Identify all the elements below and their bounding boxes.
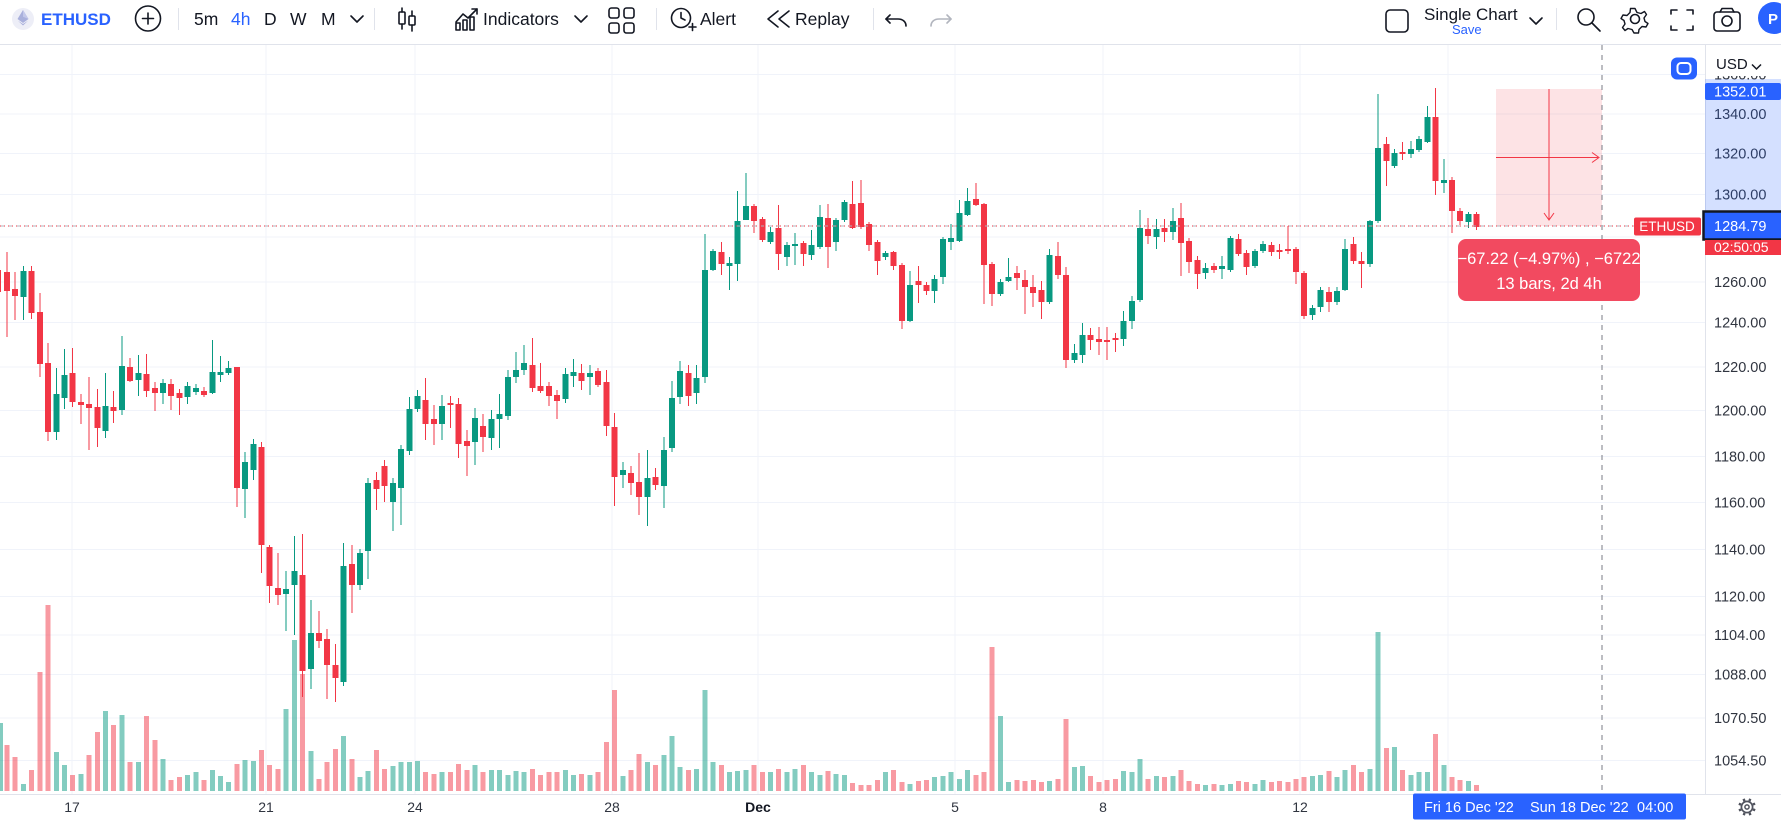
svg-text:ETHUSD: ETHUSD [41, 10, 111, 29]
svg-text:M: M [321, 9, 336, 29]
svg-text:4h: 4h [231, 9, 250, 29]
svg-text:1140.00: 1140.00 [1714, 543, 1765, 559]
svg-text:1284.79: 1284.79 [1714, 219, 1766, 235]
svg-text:1340.00: 1340.00 [1714, 107, 1766, 123]
svg-text:04:00: 04:00 [1637, 800, 1673, 816]
svg-text:1320.00: 1320.00 [1714, 147, 1766, 163]
svg-text:1054.50: 1054.50 [1714, 754, 1766, 770]
svg-text:Indicators: Indicators [483, 9, 559, 29]
svg-text:W: W [290, 9, 307, 29]
svg-text:02:50:05: 02:50:05 [1714, 239, 1769, 255]
svg-text:ETHUSD: ETHUSD [1639, 219, 1695, 234]
svg-text:1260.00: 1260.00 [1714, 275, 1766, 291]
svg-text:Save: Save [1452, 22, 1482, 37]
svg-text:1180.00: 1180.00 [1714, 450, 1765, 466]
svg-text:1104.00: 1104.00 [1714, 628, 1765, 644]
svg-text:1120.00: 1120.00 [1714, 590, 1765, 606]
svg-text:13 bars, 2d 4h: 13 bars, 2d 4h [1496, 275, 1602, 293]
svg-text:12: 12 [1292, 799, 1308, 815]
svg-text:1088.00: 1088.00 [1714, 668, 1766, 684]
svg-text:Replay: Replay [795, 9, 850, 29]
svg-text:P: P [1768, 11, 1778, 28]
svg-text:5: 5 [951, 799, 959, 815]
svg-text:28: 28 [604, 799, 620, 815]
svg-text:1300.00: 1300.00 [1714, 188, 1766, 204]
svg-text:1352.01: 1352.01 [1714, 85, 1766, 101]
svg-text:Alert: Alert [700, 9, 736, 29]
svg-text:−67.22 (−4.97%) , −6722: −67.22 (−4.97%) , −6722 [1457, 250, 1640, 268]
svg-text:Dec: Dec [745, 799, 771, 815]
svg-text:1160.00: 1160.00 [1714, 496, 1765, 512]
svg-text:8: 8 [1099, 799, 1107, 815]
svg-text:5m: 5m [194, 9, 218, 29]
svg-text:21: 21 [258, 799, 274, 815]
svg-text:1200.00: 1200.00 [1714, 404, 1766, 420]
svg-text:1240.00: 1240.00 [1714, 316, 1766, 332]
svg-text:Single Chart: Single Chart [1424, 5, 1518, 24]
svg-text:24: 24 [407, 799, 423, 815]
svg-text:1220.00: 1220.00 [1714, 360, 1766, 376]
svg-text:Fri 16 Dec '22: Fri 16 Dec '22 [1424, 800, 1514, 816]
svg-text:Sun 18 Dec '22: Sun 18 Dec '22 [1530, 800, 1629, 816]
svg-text:USD: USD [1716, 56, 1748, 73]
svg-text:D: D [264, 9, 277, 29]
svg-text:1070.50: 1070.50 [1714, 711, 1766, 727]
svg-text:17: 17 [64, 799, 80, 815]
